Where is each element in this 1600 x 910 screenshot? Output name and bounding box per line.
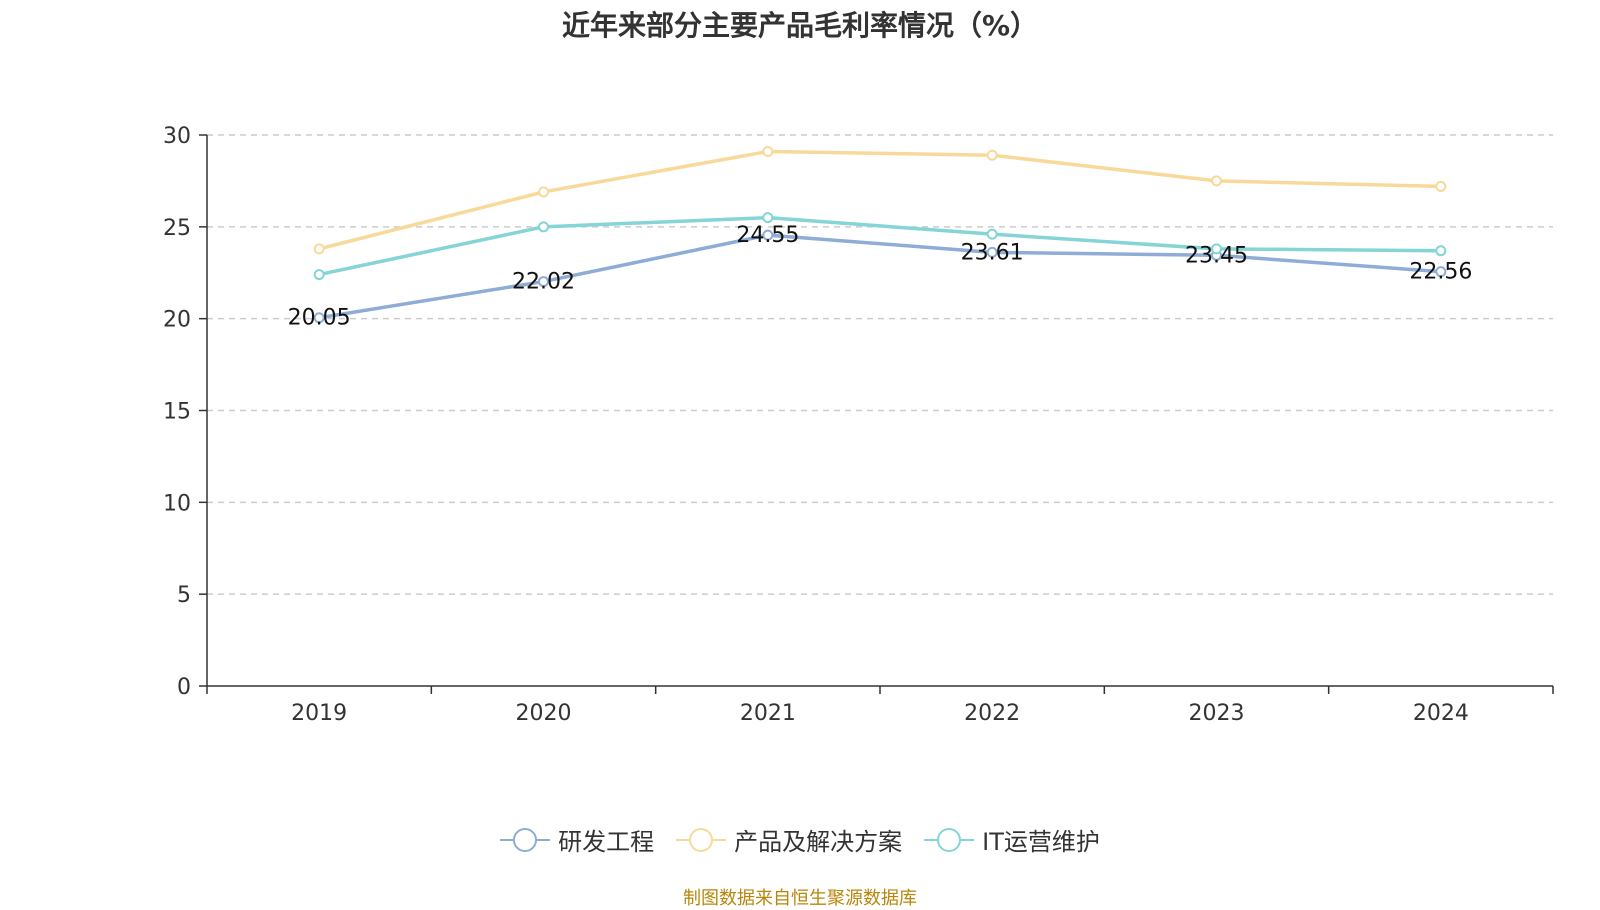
legend-item-products-solutions[interactable]: 产品及解决方案 [676, 822, 902, 857]
legend: 研发工程 产品及解决方案 IT运营维护 [0, 822, 1600, 857]
legend-item-rd-engineering[interactable]: 研发工程 [500, 822, 654, 857]
x-tick-label: 2022 [964, 701, 1020, 726]
legend-line-circle-icon [500, 827, 551, 852]
data-point [986, 246, 998, 258]
y-tick-label: 15 [163, 400, 191, 425]
data-point [762, 146, 774, 158]
data-label: 22.02 [512, 270, 575, 295]
data-point [1435, 266, 1447, 278]
data-point [313, 312, 325, 324]
x-tick-label: 2024 [1413, 701, 1469, 726]
source-note: 制图数据来自恒生聚源数据库 [683, 888, 917, 909]
data-point [1211, 243, 1222, 255]
data-point [538, 221, 549, 233]
y-tick-label: 0 [177, 675, 191, 700]
data-point [1211, 175, 1222, 187]
series-line-0 [318, 233, 1441, 320]
data-point [538, 186, 549, 198]
line-chart: 0 5 10 15 20 25 30 2019 2020 2021 2022 2023 2024 20.0… [163, 124, 1554, 726]
y-tick-label: 10 [163, 491, 191, 516]
data-point [313, 269, 325, 281]
data-point [762, 229, 774, 241]
y-tick-label: 5 [177, 583, 191, 608]
data-label: 24.55 [736, 223, 799, 248]
legend-item-it-operations[interactable]: IT运营维护 [924, 822, 1100, 857]
y-tick-label: 30 [163, 124, 191, 149]
data-label: 23.45 [1185, 243, 1248, 268]
legend-line-circle-icon [676, 827, 727, 852]
x-tick-label: 2019 [291, 701, 347, 726]
legend-label: IT运营维护 [982, 828, 1100, 856]
data-point [1435, 245, 1447, 257]
data-point [986, 149, 998, 161]
data-point [762, 212, 774, 224]
y-tick-label: 25 [163, 216, 191, 241]
data-point [538, 276, 549, 288]
series-line-1 [318, 149, 1441, 251]
x-tick-label: 2021 [740, 701, 796, 726]
series-line-2 [318, 215, 1441, 277]
data-point [986, 228, 998, 240]
x-tick-label: 2023 [1189, 701, 1245, 726]
data-point [1435, 180, 1447, 192]
data-label: 20.05 [288, 306, 351, 331]
data-label: 23.61 [961, 240, 1024, 265]
x-tick-label: 2020 [516, 701, 572, 726]
data-label: 22.56 [1409, 260, 1472, 285]
legend-label: 研发工程 [558, 828, 655, 856]
legend-label: 产品及解决方案 [734, 828, 903, 856]
chart-title: 近年来部分主要产品毛利率情况（%） [561, 9, 1039, 42]
y-tick-label: 20 [163, 308, 191, 333]
legend-line-circle-icon [924, 827, 975, 852]
data-point [313, 243, 325, 255]
